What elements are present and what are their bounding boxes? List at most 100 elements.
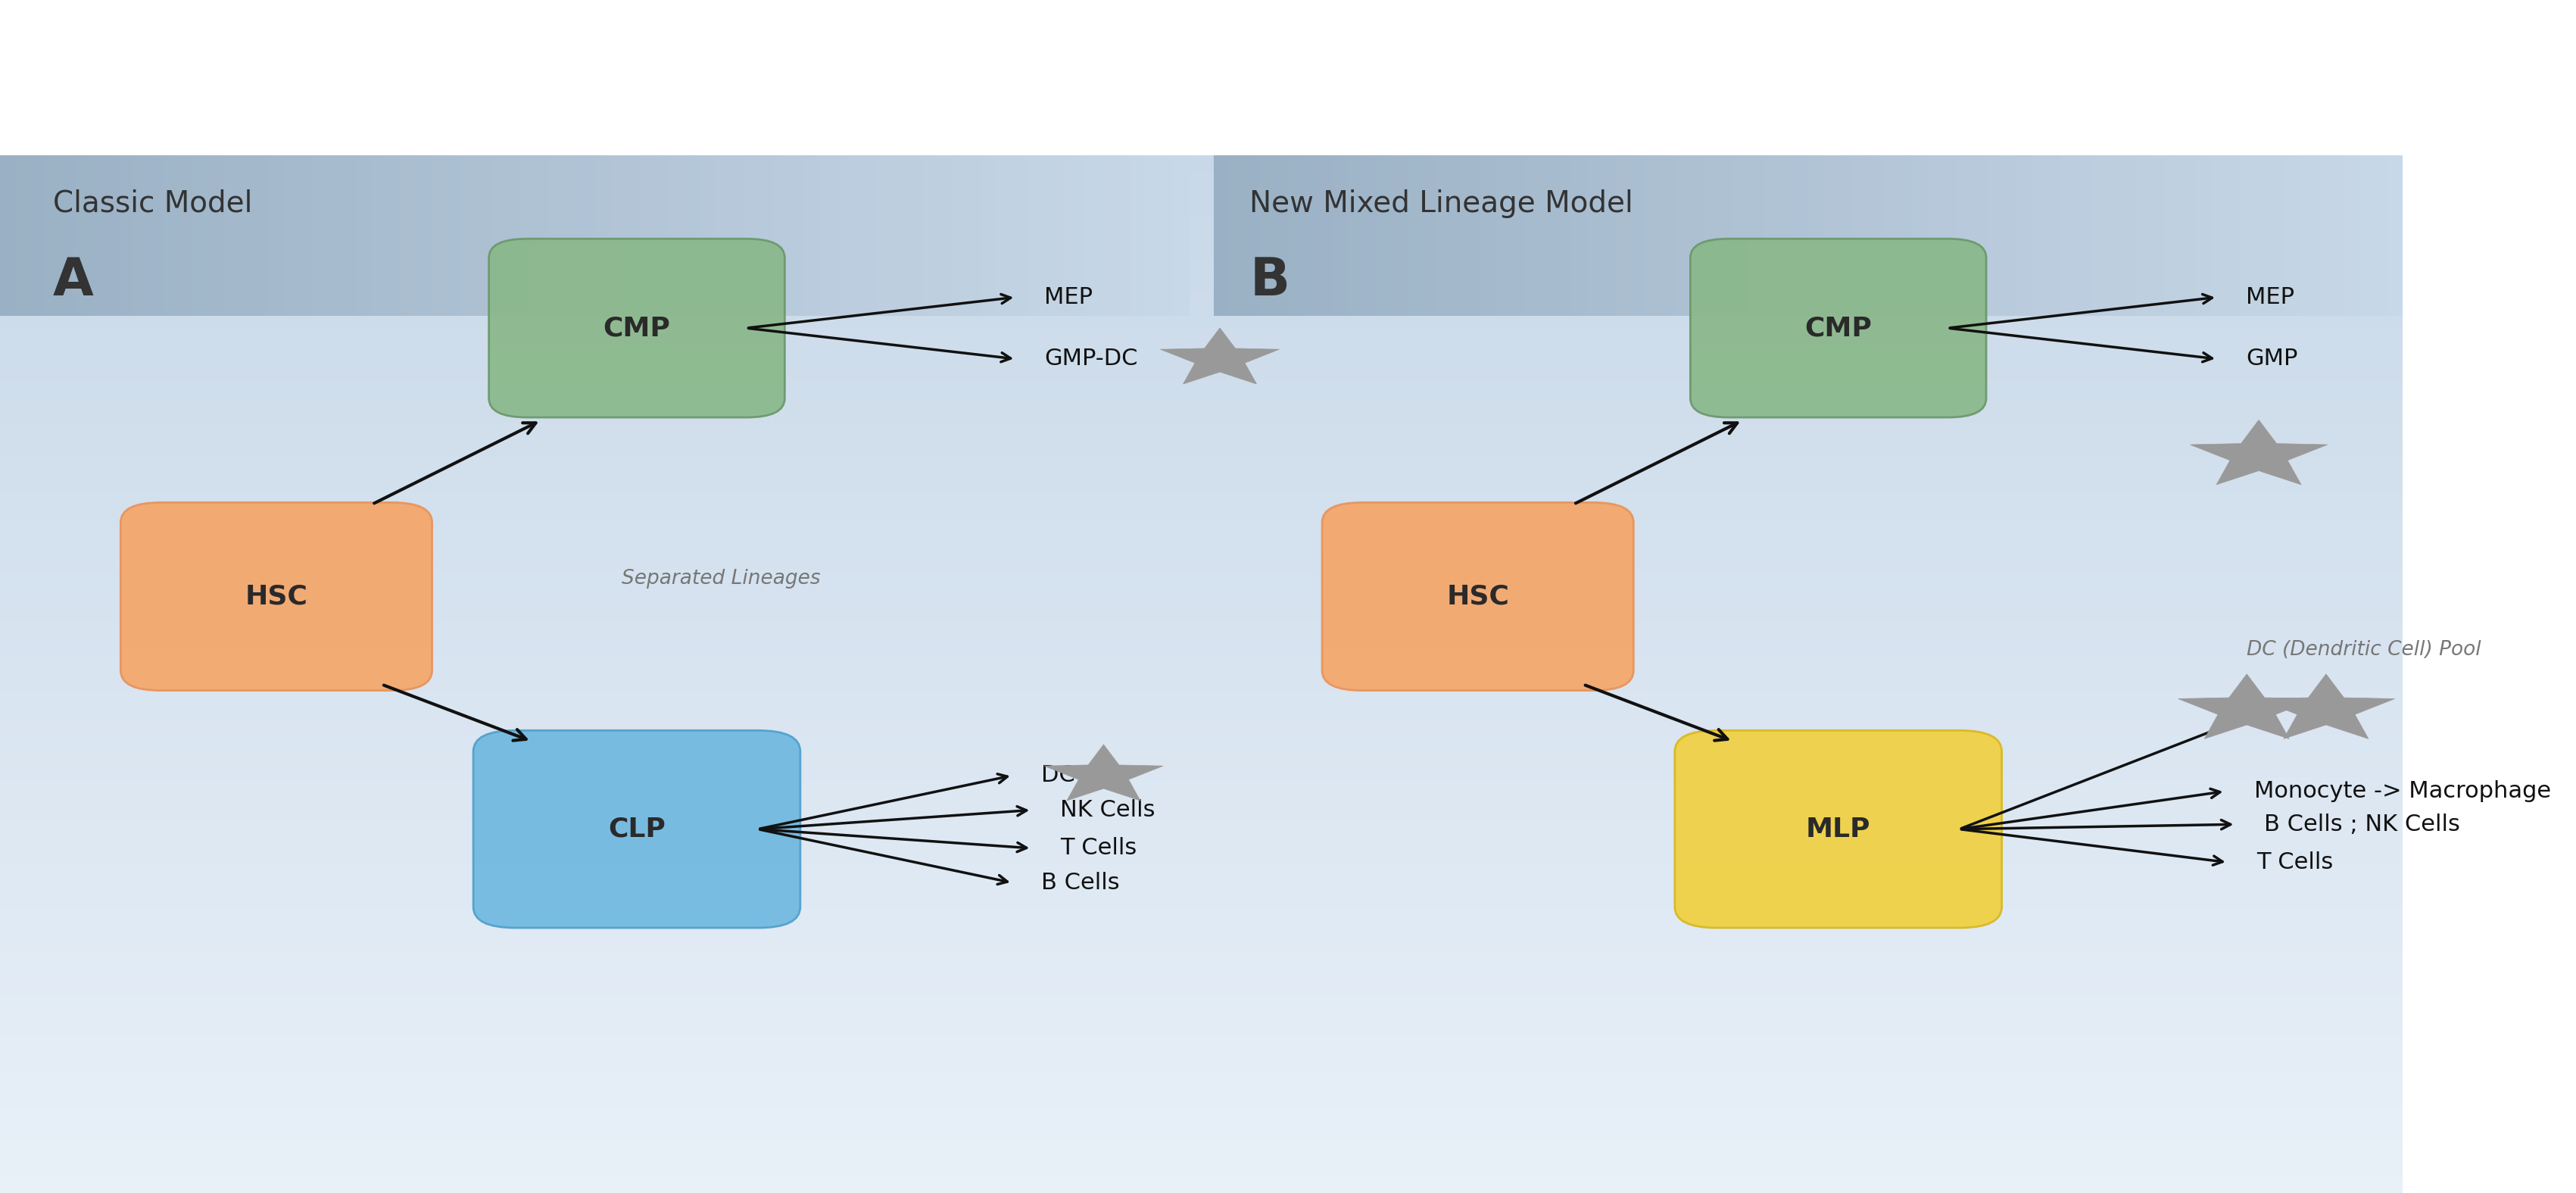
Bar xyxy=(685,155,698,316)
Text: MEP: MEP xyxy=(1043,286,1092,308)
Bar xyxy=(1824,155,1837,316)
Bar xyxy=(0,155,2403,163)
Bar xyxy=(0,735,2403,743)
Bar xyxy=(0,900,2403,908)
Bar xyxy=(0,700,2403,709)
Bar xyxy=(0,1063,2403,1071)
Bar xyxy=(2313,155,2329,316)
Text: Separated Lineages: Separated Lineages xyxy=(621,569,819,588)
Bar xyxy=(0,233,2403,241)
Bar xyxy=(0,916,2403,925)
Bar xyxy=(0,959,2403,969)
Bar xyxy=(1525,155,1540,316)
Bar xyxy=(1229,155,1244,316)
Bar xyxy=(402,155,417,316)
Bar xyxy=(0,1167,2403,1176)
Text: GMP: GMP xyxy=(2246,348,2298,370)
Bar xyxy=(0,527,2403,536)
Bar xyxy=(0,276,2403,285)
Bar xyxy=(1041,155,1056,316)
Bar xyxy=(817,155,832,316)
FancyBboxPatch shape xyxy=(1321,502,1633,691)
Bar xyxy=(1512,155,1525,316)
Bar xyxy=(0,709,2403,717)
Bar xyxy=(0,1185,2403,1193)
Bar xyxy=(0,648,2403,656)
Text: HSC: HSC xyxy=(245,583,307,610)
Bar xyxy=(0,371,2403,379)
Bar xyxy=(0,493,2403,501)
Bar xyxy=(2076,155,2092,316)
Bar xyxy=(1942,155,1958,316)
Bar xyxy=(1072,155,1084,316)
Bar xyxy=(0,198,2403,208)
Bar xyxy=(1363,155,1378,316)
Bar xyxy=(2226,155,2239,316)
Bar xyxy=(863,155,878,316)
Bar xyxy=(0,1098,2403,1107)
Bar xyxy=(0,389,2403,397)
Bar xyxy=(1100,155,1115,316)
Bar xyxy=(0,796,2403,804)
Bar xyxy=(461,155,477,316)
Bar xyxy=(0,1089,2403,1098)
Bar xyxy=(430,155,446,316)
Bar xyxy=(0,1176,2403,1185)
Bar xyxy=(580,155,595,316)
Bar xyxy=(536,155,551,316)
Bar xyxy=(1718,155,1734,316)
Bar xyxy=(595,155,611,316)
Bar xyxy=(1303,155,1316,316)
Text: A: A xyxy=(54,255,93,307)
Bar xyxy=(0,570,2403,579)
Bar xyxy=(0,933,2403,942)
Bar xyxy=(0,908,2403,916)
Bar xyxy=(193,155,209,316)
Bar xyxy=(1986,155,2002,316)
Bar xyxy=(149,155,162,316)
Bar xyxy=(0,1150,2403,1158)
Bar xyxy=(1497,155,1512,316)
Bar xyxy=(0,786,2403,795)
Bar xyxy=(283,155,296,316)
Bar xyxy=(670,155,685,316)
Bar xyxy=(0,484,2403,493)
Bar xyxy=(0,830,2403,839)
Polygon shape xyxy=(2179,674,2316,738)
Bar xyxy=(1584,155,1600,316)
Bar xyxy=(327,155,343,316)
Bar xyxy=(237,155,252,316)
Bar xyxy=(2017,155,2032,316)
Polygon shape xyxy=(1159,328,1280,384)
Bar xyxy=(0,163,2403,173)
Text: NK Cells: NK Cells xyxy=(1061,799,1157,821)
Polygon shape xyxy=(2257,674,2396,738)
Bar xyxy=(0,1124,2403,1132)
Bar xyxy=(386,155,402,316)
Bar xyxy=(0,1071,2403,1081)
Bar xyxy=(981,155,997,316)
FancyBboxPatch shape xyxy=(1674,730,2002,928)
Bar xyxy=(1378,155,1391,316)
Bar xyxy=(2179,155,2195,316)
Bar xyxy=(0,310,2403,320)
Bar xyxy=(0,752,2403,761)
Polygon shape xyxy=(2190,420,2326,484)
Bar xyxy=(0,415,2403,424)
Bar xyxy=(0,977,2403,985)
Bar xyxy=(224,155,237,316)
Bar xyxy=(0,293,2403,302)
Bar xyxy=(623,155,639,316)
Bar xyxy=(0,674,2403,682)
Bar xyxy=(520,155,536,316)
Bar xyxy=(0,424,2403,432)
Bar xyxy=(0,588,2403,596)
Bar xyxy=(878,155,891,316)
Bar xyxy=(343,155,358,316)
Bar xyxy=(0,345,2403,354)
Bar xyxy=(2298,155,2313,316)
Bar xyxy=(0,206,2403,216)
Bar xyxy=(0,1132,2403,1141)
Bar xyxy=(358,155,371,316)
Bar xyxy=(0,397,2403,406)
